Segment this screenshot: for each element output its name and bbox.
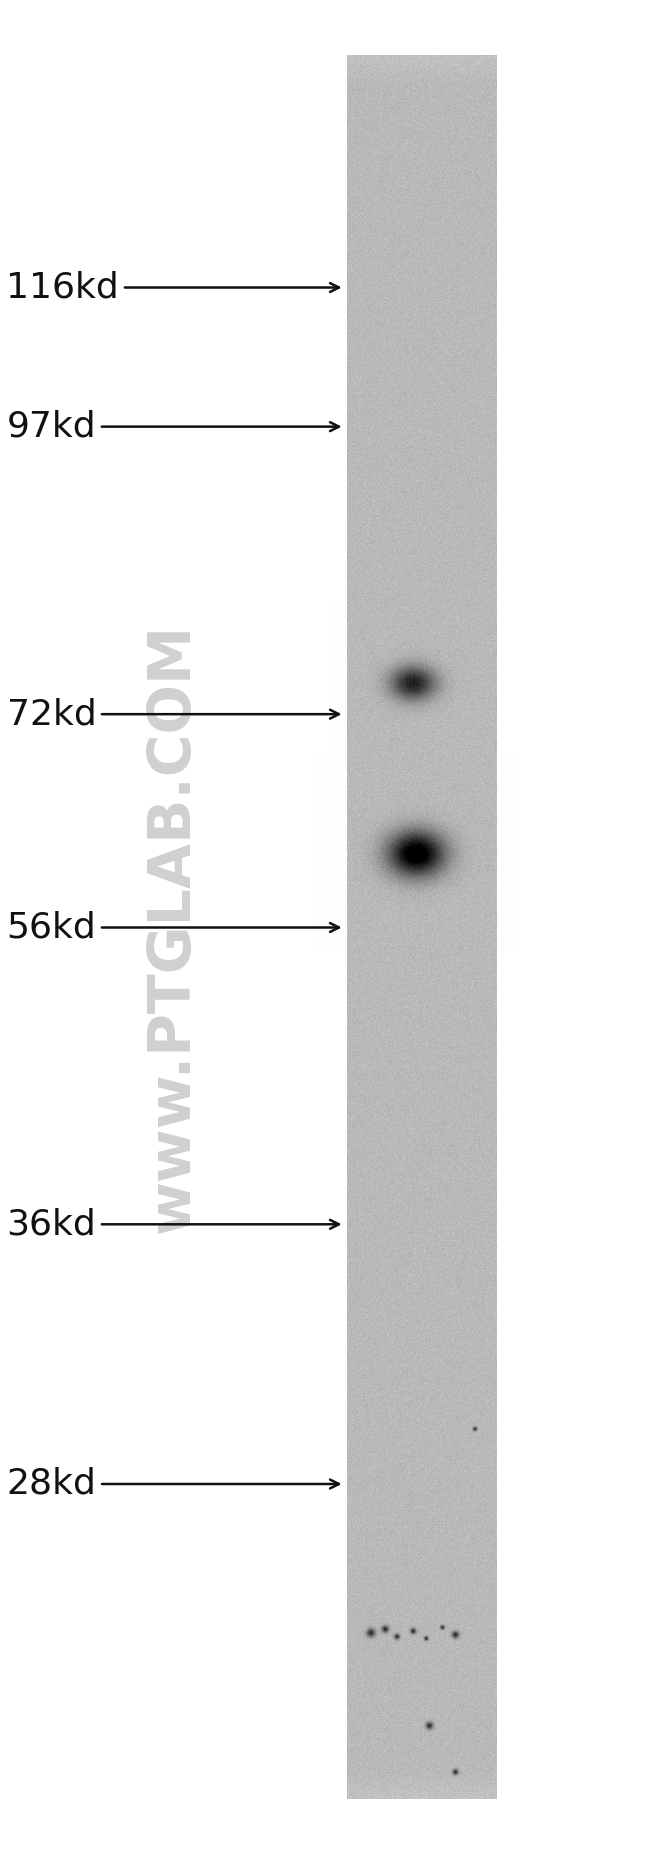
Text: 28kd: 28kd xyxy=(6,1467,339,1501)
Text: 36kd: 36kd xyxy=(6,1208,339,1241)
Text: 116kd: 116kd xyxy=(6,271,339,304)
Text: 56kd: 56kd xyxy=(6,911,339,944)
Text: www.PTGLAB.COM: www.PTGLAB.COM xyxy=(144,623,201,1232)
Text: 97kd: 97kd xyxy=(6,410,339,443)
Text: 72kd: 72kd xyxy=(6,697,339,731)
